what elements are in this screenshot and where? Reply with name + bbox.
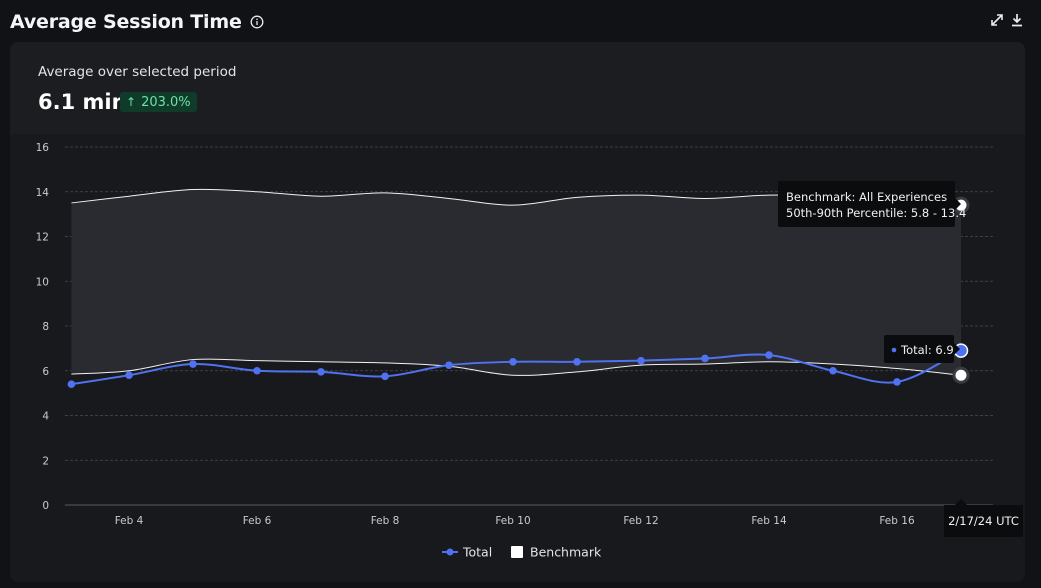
total-data-point[interactable] bbox=[253, 366, 261, 375]
summary-panel: Average over selected period 6.1 min ↑ 2… bbox=[10, 42, 1025, 134]
legend-benchmark-swatch[interactable] bbox=[511, 546, 523, 558]
y-tick-label: 8 bbox=[42, 321, 49, 333]
y-tick-label: 4 bbox=[42, 411, 49, 423]
benchmark-band bbox=[71, 189, 961, 376]
y-tick-label: 12 bbox=[36, 232, 49, 244]
change-value: 203.0% bbox=[141, 94, 191, 110]
arrow-up-icon: ↑ bbox=[126, 95, 137, 109]
x-tick-label: Feb 4 bbox=[115, 515, 144, 527]
benchmark-tooltip-pointer bbox=[955, 198, 961, 210]
download-icon[interactable] bbox=[1009, 12, 1025, 28]
total-data-point[interactable] bbox=[125, 371, 133, 380]
title-bar: Average Session Time bbox=[10, 8, 264, 36]
hover-date-label: 2/17/24 UTC bbox=[948, 514, 1019, 528]
date-tooltip bbox=[944, 505, 1023, 537]
legend-benchmark-label[interactable]: Benchmark bbox=[530, 545, 602, 560]
benchmark-tooltip bbox=[778, 181, 955, 227]
total-data-point[interactable] bbox=[381, 372, 389, 381]
x-tick-label: Feb 10 bbox=[495, 515, 530, 527]
summary-value: 6.1 min bbox=[38, 90, 127, 114]
x-tick-label: Feb 6 bbox=[243, 515, 272, 527]
total-data-point[interactable] bbox=[829, 366, 837, 375]
total-data-point[interactable] bbox=[509, 358, 517, 366]
info-icon[interactable] bbox=[250, 15, 264, 29]
total-tooltip-label: Total: 6.9 bbox=[900, 343, 954, 357]
x-tick-label: Feb 8 bbox=[371, 515, 400, 527]
total-data-point[interactable] bbox=[765, 351, 773, 359]
total-data-point[interactable] bbox=[893, 378, 901, 386]
benchmark-lower-line bbox=[71, 358, 962, 376]
benchmark-tooltip-title: Benchmark: All Experiences bbox=[786, 190, 947, 204]
legend-total-label[interactable]: Total bbox=[462, 545, 492, 560]
y-tick-label: 10 bbox=[36, 276, 49, 288]
summary-label: Average over selected period bbox=[38, 64, 237, 80]
chart-actions bbox=[989, 12, 1025, 28]
total-tooltip bbox=[884, 335, 954, 363]
y-tick-label: 6 bbox=[42, 366, 49, 378]
x-tick-label: Feb 14 bbox=[751, 515, 787, 527]
expand-icon[interactable] bbox=[989, 12, 1005, 28]
chart-title: Average Session Time bbox=[10, 11, 242, 33]
x-tick-label: Feb 12 bbox=[623, 515, 658, 527]
y-tick-label: 16 bbox=[36, 142, 50, 154]
total-data-point[interactable] bbox=[67, 380, 76, 388]
total-tooltip-dot bbox=[891, 347, 897, 353]
total-data-point[interactable] bbox=[701, 354, 709, 363]
change-badge: ↑ 203.0% bbox=[120, 92, 197, 112]
date-tooltip-pointer bbox=[955, 499, 967, 505]
x-tick-label: Feb 16 bbox=[879, 515, 915, 527]
total-tooltip-pointer bbox=[954, 343, 960, 355]
legend-total-marker[interactable] bbox=[446, 548, 454, 556]
y-tick-label: 2 bbox=[42, 455, 49, 467]
y-tick-label: 14 bbox=[36, 187, 50, 199]
y-tick-label: 0 bbox=[42, 500, 49, 512]
total-data-point[interactable] bbox=[637, 356, 645, 365]
total-data-point[interactable] bbox=[189, 360, 197, 368]
benchmark-lower-marker[interactable] bbox=[952, 366, 970, 384]
total-data-point[interactable] bbox=[445, 361, 453, 369]
total-data-point[interactable] bbox=[573, 358, 581, 366]
benchmark-tooltip-range: 50th-90th Percentile: 5.8 - 13.4 bbox=[786, 206, 966, 220]
total-data-point[interactable] bbox=[317, 368, 325, 376]
